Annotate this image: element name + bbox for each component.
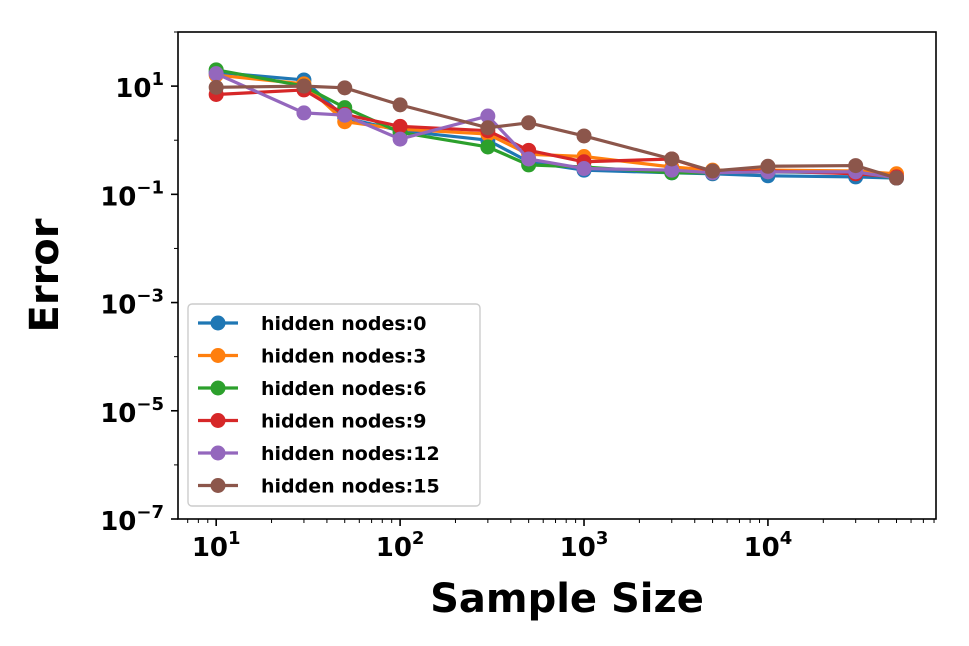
data-point xyxy=(664,151,680,167)
data-point xyxy=(760,158,776,174)
legend-marker xyxy=(210,348,226,363)
data-point xyxy=(337,80,353,96)
data-point xyxy=(521,115,537,131)
series-4 xyxy=(208,66,904,186)
series-line xyxy=(215,72,897,180)
data-point xyxy=(480,120,496,136)
legend-label: hidden nodes:9 xyxy=(261,411,426,433)
legend-label: hidden nodes:0 xyxy=(261,313,426,335)
x-tick-label: 104 xyxy=(744,528,793,563)
data-point xyxy=(296,105,312,121)
y-tick-label: 10−5 xyxy=(100,394,164,429)
x-axis-label: Sample Size xyxy=(430,576,704,622)
data-point xyxy=(296,78,312,94)
axes-layer: 101 102 103 104 101 10−1 10−3 10−5 10−7 Sample Si… xyxy=(22,31,937,622)
legend-label: hidden nodes:3 xyxy=(261,346,426,368)
x-tick-label: 102 xyxy=(376,528,425,563)
data-point xyxy=(392,118,408,134)
legend-entry: hidden nodes:0 xyxy=(198,313,426,335)
y-tick-label: 10−3 xyxy=(100,286,164,321)
data-point xyxy=(208,66,224,82)
data-point xyxy=(208,79,224,95)
data-point xyxy=(664,162,680,178)
legend-entry: hidden nodes:6 xyxy=(198,378,426,400)
legend-marker xyxy=(210,315,226,331)
legend: hidden nodes:0 hidden nodes:3 hidden nodes… xyxy=(187,303,481,507)
legend-label: hidden nodes:12 xyxy=(261,443,440,465)
data-point xyxy=(576,128,592,144)
legend-marker xyxy=(210,445,226,461)
legend-box xyxy=(187,303,481,507)
x-tick-label: 101 xyxy=(192,528,241,563)
y-tick-label: 101 xyxy=(115,69,164,104)
data-point xyxy=(848,158,864,174)
x-tick-label: 103 xyxy=(560,528,609,563)
legend-label: hidden nodes:6 xyxy=(261,378,426,400)
data-point xyxy=(521,151,537,167)
legend-entry: hidden nodes:12 xyxy=(198,443,440,465)
data-point xyxy=(576,161,592,177)
data-point xyxy=(480,108,496,124)
legend-marker xyxy=(210,413,226,428)
legend-marker xyxy=(210,478,226,493)
legend-marker xyxy=(210,380,226,396)
series-line xyxy=(216,73,897,176)
series-5 xyxy=(208,78,904,186)
series-layer xyxy=(208,62,904,186)
plot-frame xyxy=(177,31,937,520)
data-point xyxy=(705,163,721,179)
y-tick-label: 10−7 xyxy=(100,502,164,537)
data-point xyxy=(480,139,496,155)
y-axis-label: Error xyxy=(22,218,68,332)
legend-entry: hidden nodes:9 xyxy=(198,411,426,433)
data-point xyxy=(392,97,408,113)
y-tick-label: 10−1 xyxy=(100,177,164,212)
legend-entry: hidden nodes:15 xyxy=(198,476,440,498)
data-point xyxy=(888,170,904,186)
data-point xyxy=(337,107,353,123)
legend-label: hidden nodes:15 xyxy=(261,476,440,498)
data-point xyxy=(392,131,408,147)
legend-entry: hidden nodes:3 xyxy=(198,346,426,368)
